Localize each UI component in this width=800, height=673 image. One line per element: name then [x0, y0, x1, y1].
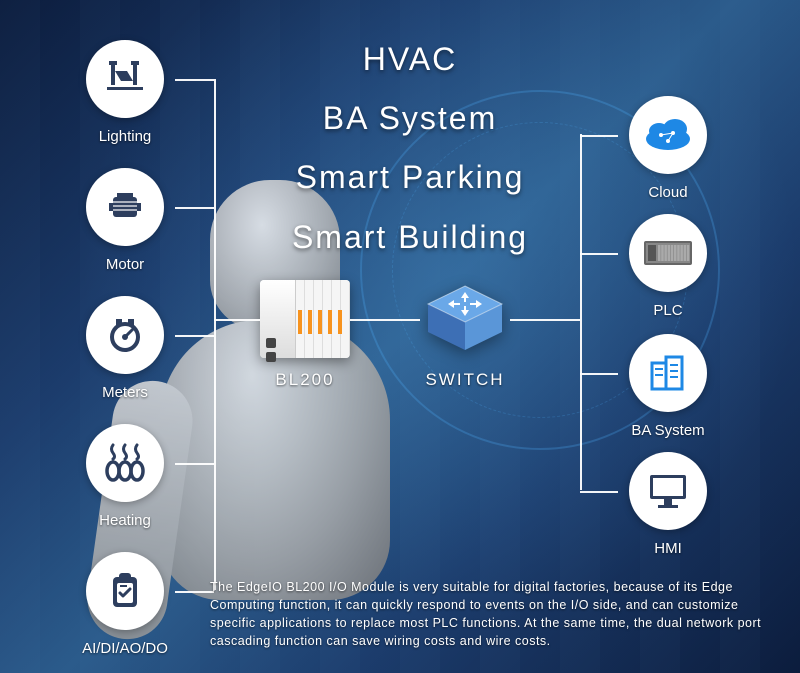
cloud-label: Cloud	[648, 184, 687, 201]
connector	[580, 373, 618, 375]
title-line-4: Smart Building	[240, 208, 580, 267]
connector	[175, 79, 214, 81]
title-block: HVAC BA System Smart Parking Smart Build…	[240, 30, 580, 267]
left-node-heating: Heating	[75, 424, 175, 529]
hmi-label: HMI	[654, 540, 682, 557]
plc-label: PLC	[653, 302, 682, 319]
title-line-3: Smart Parking	[240, 148, 580, 207]
left-node-lighting: Lighting	[75, 40, 175, 145]
center-node-bl200: BL200	[260, 280, 350, 390]
aido-icon	[86, 552, 164, 630]
left-node-motor: Motor	[75, 168, 175, 273]
switch-label: SWITCH	[425, 370, 504, 390]
right-node-plc: PLC	[618, 214, 718, 319]
connector	[580, 491, 618, 493]
right-node-hmi: HMI	[618, 452, 718, 557]
connector	[175, 207, 214, 209]
motor-label: Motor	[106, 256, 144, 273]
heating-label: Heating	[99, 512, 151, 529]
connector	[175, 463, 214, 465]
bl200-device-icon	[260, 280, 350, 358]
basystem-icon	[629, 334, 707, 412]
connector	[214, 319, 260, 321]
bl200-label: BL200	[275, 370, 334, 390]
connector	[510, 319, 580, 321]
switch-icon	[420, 280, 510, 358]
aido-label: AI/DI/AO/DO	[82, 640, 168, 657]
center-node-switch: SWITCH	[420, 280, 510, 390]
title-line-2: BA System	[240, 89, 580, 148]
title-line-1: HVAC	[240, 30, 580, 89]
hmi-icon	[629, 452, 707, 530]
left-node-meters: Meters	[75, 296, 175, 401]
heating-icon	[86, 424, 164, 502]
connector	[350, 319, 420, 321]
description-text: The EdgeIO BL200 I/O Module is very suit…	[210, 578, 770, 651]
lighting-icon	[86, 40, 164, 118]
lighting-label: Lighting	[99, 128, 152, 145]
plc-icon	[629, 214, 707, 292]
meters-icon	[86, 296, 164, 374]
connector	[580, 134, 582, 490]
cloud-icon	[629, 96, 707, 174]
connector	[214, 79, 216, 590]
right-node-basystem: BA System	[618, 334, 718, 439]
connector	[175, 335, 214, 337]
meters-label: Meters	[102, 384, 148, 401]
motor-icon	[86, 168, 164, 246]
connector	[580, 253, 618, 255]
left-node-aido: AI/DI/AO/DO	[75, 552, 175, 657]
right-node-cloud: Cloud	[618, 96, 718, 201]
connector	[175, 591, 214, 593]
connector	[580, 135, 618, 137]
basystem-label: BA System	[631, 422, 704, 439]
